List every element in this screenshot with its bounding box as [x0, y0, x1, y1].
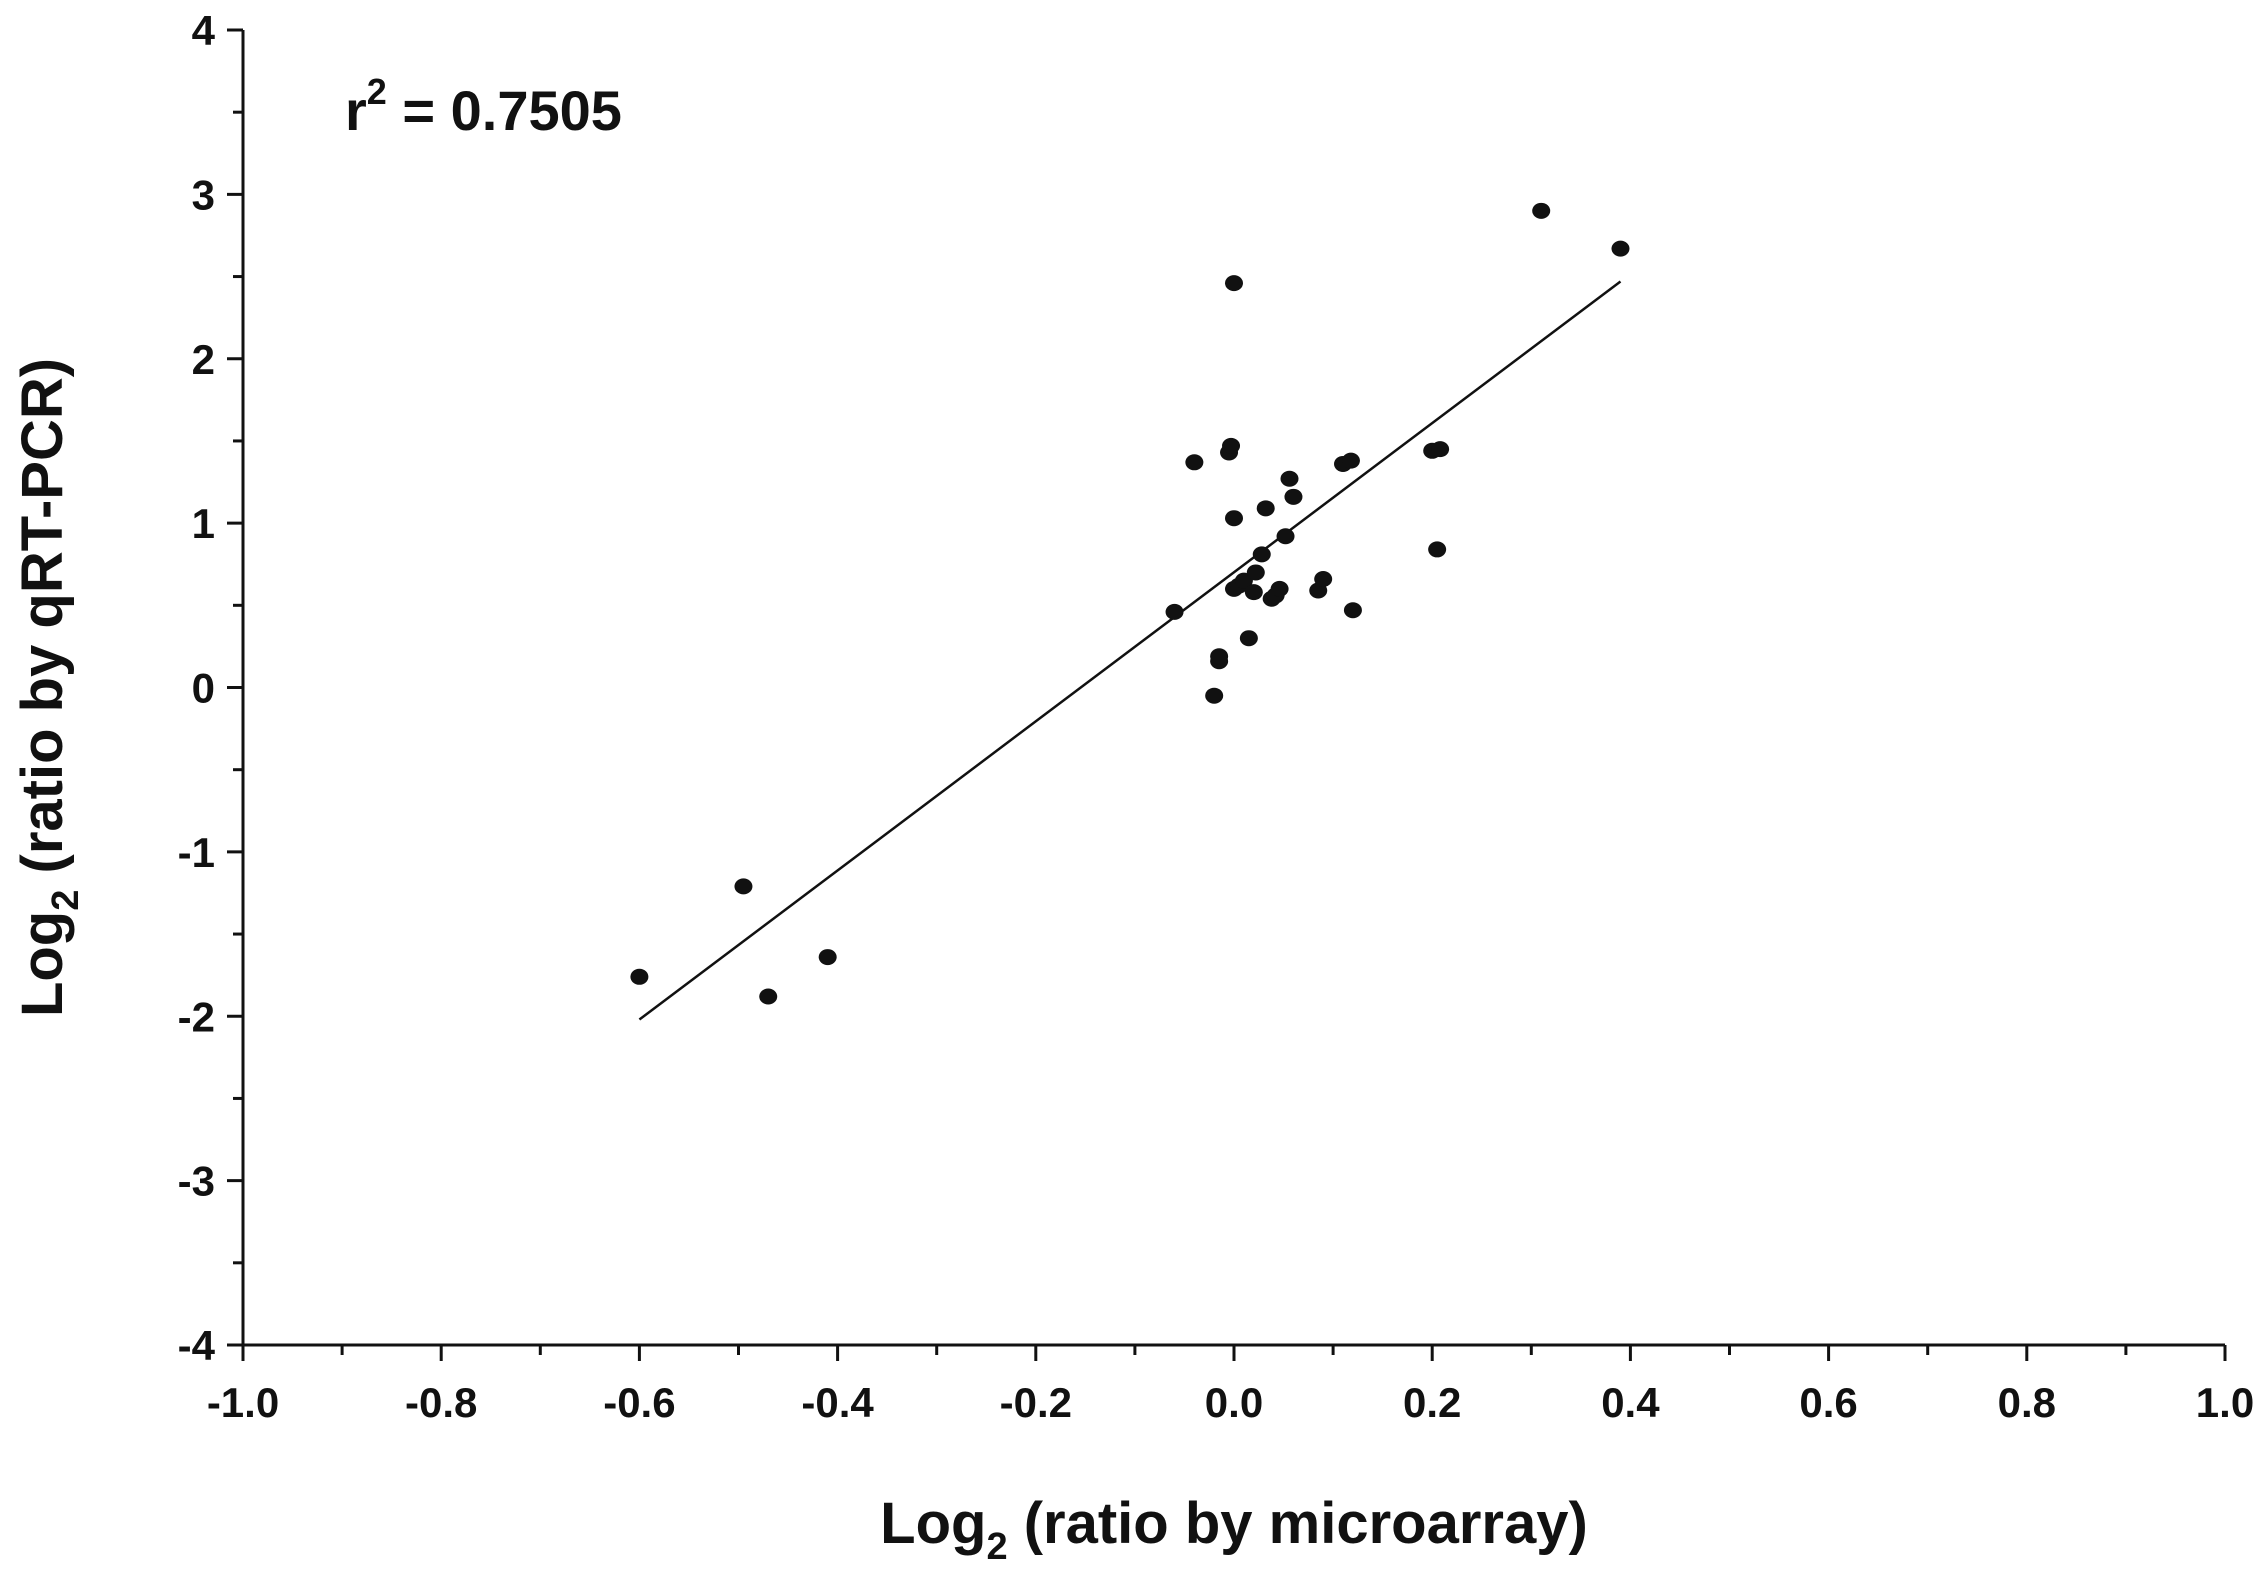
- data-point: [1341, 452, 1360, 469]
- data-point: [1165, 603, 1184, 620]
- x-tick-label: 0.4: [1601, 1379, 1660, 1426]
- data-point: [1185, 454, 1204, 471]
- y-tick-label: 0: [192, 665, 215, 712]
- x-ticks: -1.0 -0.8 -0.6 -0.4 -0.2 0.0 0.2 0.4 0.6 0.8 1.0: [207, 1345, 2254, 1426]
- y-tick-label: -4: [178, 1322, 216, 1369]
- x-tick-label: 0.0: [1205, 1379, 1263, 1426]
- y-tick-label: -1: [178, 829, 215, 876]
- x-axis-title-main: Log: [880, 1491, 986, 1556]
- data-point: [630, 968, 649, 985]
- data-point: [1343, 602, 1362, 619]
- data-point: [1431, 441, 1450, 458]
- x-axis-title-rest: (ratio by microarray): [1008, 1491, 1588, 1556]
- data-point: [1276, 528, 1295, 545]
- y-axis-title-main: Log: [10, 911, 75, 1017]
- x-tick-label: -0.6: [603, 1379, 675, 1426]
- y-ticks: -4 -3 -2 -1 0 1 2 3 4: [178, 7, 243, 1369]
- x-tick-label: -0.4: [801, 1379, 874, 1426]
- axes: [241, 30, 2225, 1347]
- data-point: [1222, 437, 1241, 454]
- y-tick-label: -3: [178, 1158, 215, 1205]
- data-point: [1210, 648, 1229, 665]
- data-point: [1428, 541, 1447, 558]
- annotation-sup: 2: [367, 71, 387, 112]
- data-point: [1270, 580, 1289, 597]
- data-point: [1252, 546, 1271, 563]
- data-point: [1280, 470, 1299, 487]
- x-tick-label: 0.6: [1799, 1379, 1857, 1426]
- data-point: [1225, 510, 1243, 527]
- y-tick-label: 2: [192, 336, 215, 383]
- data-point: [1314, 571, 1333, 588]
- data-point: [1256, 500, 1275, 517]
- data-point: [1244, 584, 1263, 601]
- x-tick-label: -0.8: [405, 1379, 477, 1426]
- data-point: [818, 949, 837, 966]
- y-tick-label: 3: [192, 171, 215, 218]
- data-point: [1205, 687, 1224, 704]
- regression-line: [638, 280, 1622, 1021]
- y-tick-label: -2: [178, 993, 215, 1040]
- data-point: [1611, 240, 1630, 257]
- annotation-rest: = 0.7505: [387, 79, 622, 142]
- y-tick-label: 1: [192, 500, 215, 547]
- data-point: [1239, 630, 1258, 647]
- data-point: [1532, 202, 1551, 219]
- data-points: [630, 202, 1630, 1005]
- annotation-main: r: [345, 79, 367, 142]
- x-axis-title-sub: 2: [986, 1526, 1007, 1568]
- data-point: [734, 878, 753, 895]
- x-tick-label: -1.0: [207, 1379, 279, 1426]
- x-tick-label: -0.2: [1000, 1379, 1072, 1426]
- x-tick-label: 0.2: [1403, 1379, 1461, 1426]
- x-axis-title: Log2 (ratio by microarray): [880, 1491, 1588, 1568]
- y-tick-label: 4: [192, 7, 216, 54]
- data-point: [759, 988, 778, 1005]
- fit-line-group: [638, 280, 1622, 1021]
- x-tick-label: 1.0: [2196, 1379, 2254, 1426]
- data-point: [1225, 275, 1243, 292]
- y-axis-title: Log2 (ratio by qRT-PCR): [10, 358, 87, 1017]
- y-axis-title-sub: 2: [45, 890, 87, 911]
- x-tick-label: 0.8: [1998, 1379, 2056, 1426]
- r-squared-annotation: r2 = 0.7505: [345, 71, 622, 142]
- data-point: [1246, 564, 1265, 581]
- y-axis-title-rest: (ratio by qRT-PCR): [10, 358, 75, 890]
- data-point: [1284, 488, 1303, 505]
